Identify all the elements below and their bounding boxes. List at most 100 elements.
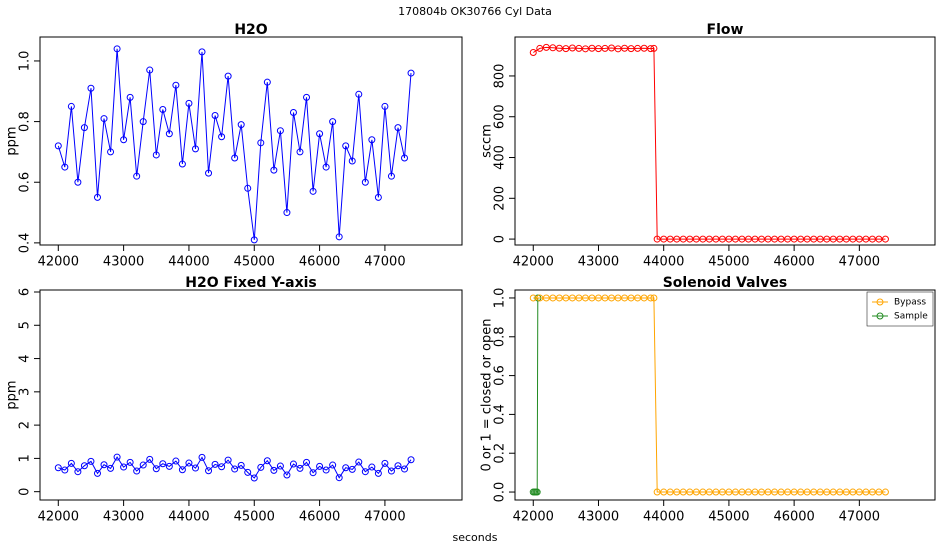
plot-frame [39, 289, 463, 501]
y-tick-label: 0.2 [493, 443, 508, 464]
point [67, 459, 75, 467]
x-tick-label: 46000 [299, 510, 340, 525]
x-tick-label: 44000 [168, 510, 209, 525]
point [231, 465, 239, 473]
panel: Solenoid Valves 0 or 1 = closed or open 42… [480, 275, 936, 525]
point [692, 235, 700, 243]
point [316, 130, 324, 138]
point [705, 235, 713, 243]
point [126, 93, 134, 101]
point [653, 488, 661, 496]
point [855, 488, 863, 496]
legend-label: Sample [894, 312, 928, 322]
point [205, 467, 213, 475]
point [790, 488, 798, 496]
plot-area [54, 45, 415, 244]
point [178, 466, 186, 474]
point [803, 488, 811, 496]
point [588, 44, 596, 52]
point [276, 127, 284, 135]
point [810, 235, 818, 243]
point [224, 72, 232, 80]
point [621, 44, 629, 52]
y-tick-label: 1 [18, 454, 33, 462]
y-tick-label: 600 [493, 104, 508, 129]
point [224, 456, 232, 464]
point [329, 118, 337, 126]
x-tick-label: 44000 [168, 255, 209, 270]
point [868, 235, 876, 243]
point [120, 136, 128, 144]
point [54, 464, 62, 472]
point [178, 160, 186, 168]
point [784, 235, 792, 243]
point [61, 466, 69, 474]
y-tick-label: 1.0 [18, 51, 33, 72]
point [803, 235, 811, 243]
point [784, 488, 792, 496]
point [355, 90, 363, 98]
y-tick-label: 0.8 [493, 326, 508, 347]
point [276, 462, 284, 470]
x-tick-label: 47000 [364, 255, 405, 270]
point [54, 142, 62, 150]
point [823, 235, 831, 243]
panel-title: H2O Fixed Y-axis [185, 275, 317, 291]
point [744, 488, 752, 496]
point [407, 69, 415, 77]
y-tick-label: 5 [18, 321, 33, 329]
point [621, 294, 629, 302]
point [87, 457, 95, 465]
point [250, 474, 258, 482]
point [139, 461, 147, 469]
series-line [533, 46, 886, 240]
x-tick-label: 43000 [103, 510, 144, 525]
point [634, 294, 642, 302]
series-line [533, 297, 539, 493]
legend-marker [876, 312, 884, 320]
point [731, 488, 739, 496]
point [61, 163, 69, 171]
x-tick-label: 42000 [513, 255, 554, 270]
point [823, 488, 831, 496]
point [348, 157, 356, 165]
point [185, 99, 193, 107]
point [862, 488, 870, 496]
point [80, 124, 88, 132]
y-tick-label: 0.4 [18, 233, 33, 254]
point [679, 488, 687, 496]
point [165, 462, 173, 470]
y-axis-label: ppm [5, 126, 20, 155]
point [562, 294, 570, 302]
y-tick-label: 6 [18, 288, 33, 296]
point [751, 488, 759, 496]
series-line [57, 48, 412, 240]
legend-marker [876, 298, 884, 306]
point [529, 294, 537, 302]
point [218, 463, 226, 471]
point [289, 108, 297, 116]
point [533, 488, 541, 496]
point [335, 474, 343, 482]
point [218, 133, 226, 141]
point [614, 294, 622, 302]
point [309, 469, 317, 477]
point [744, 235, 752, 243]
y-tick-label: 2 [18, 421, 33, 429]
point [244, 184, 252, 192]
point [257, 139, 265, 147]
x-tick-label: 46000 [773, 255, 814, 270]
point [529, 48, 537, 56]
point [549, 294, 557, 302]
y-tick-label: 4 [18, 354, 33, 362]
point [93, 469, 101, 477]
point [555, 44, 563, 52]
point [361, 468, 369, 476]
point [862, 235, 870, 243]
x-tick-label: 47000 [839, 510, 880, 525]
x-tick-label: 47000 [839, 255, 880, 270]
point [816, 488, 824, 496]
point [758, 235, 766, 243]
point [725, 235, 733, 243]
y-tick-label: 0.4 [493, 404, 508, 425]
